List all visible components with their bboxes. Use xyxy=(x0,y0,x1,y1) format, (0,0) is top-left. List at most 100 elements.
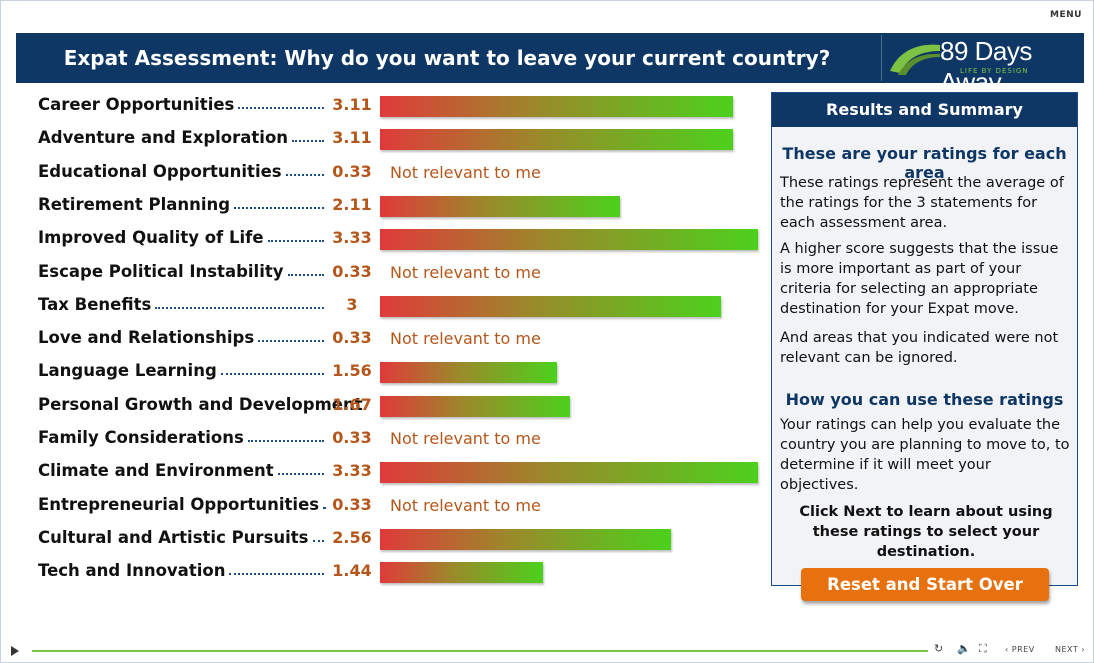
dotted-leader xyxy=(286,173,324,176)
rating-row: Adventure and Exploration 3.11 xyxy=(0,123,770,156)
logo-tagline: LIFE BY DESIGN xyxy=(960,67,1029,75)
area-score: 1.67 xyxy=(332,394,372,414)
not-relevant-text: Not relevant to me xyxy=(390,262,541,282)
score-bar xyxy=(380,96,733,117)
area-score: 0.33 xyxy=(332,328,372,348)
reset-button[interactable]: Reset and Start Over xyxy=(801,568,1049,601)
dotted-leader xyxy=(323,506,324,509)
score-bar xyxy=(380,129,733,151)
rating-row: Personal Growth and Development 1.67 xyxy=(0,390,770,423)
area-label: Entrepreneurial Opportunities xyxy=(38,494,320,514)
score-bar xyxy=(380,462,758,484)
rating-row: Educational Opportunities 0.33 Not relevan… xyxy=(0,157,770,190)
area-label: Tax Benefits xyxy=(38,294,152,314)
dotted-leader xyxy=(292,140,324,143)
panel-paragraph-2: A higher score suggests that the issue i… xyxy=(780,241,1059,317)
rating-row: Tech and Innovation 1.44 xyxy=(0,556,770,589)
fullscreen-icon[interactable]: ⛶ xyxy=(979,642,987,655)
not-relevant-text: Not relevant to me xyxy=(390,329,541,349)
score-bar xyxy=(380,229,758,251)
area-score: 3.33 xyxy=(332,461,372,481)
not-relevant-text: Not relevant to me xyxy=(390,429,541,448)
dotted-leader xyxy=(278,473,324,476)
area-score: 1.56 xyxy=(332,361,372,381)
area-label: Tech and Innovation xyxy=(38,561,226,581)
area-label: Career Opportunities xyxy=(38,95,235,114)
score-bar xyxy=(380,195,620,217)
not-relevant-text: Not relevant to me xyxy=(390,495,541,515)
next-label: NEXT xyxy=(1055,645,1079,654)
area-score: 3.11 xyxy=(332,128,372,148)
area-label: Retirement Planning xyxy=(38,194,231,214)
area-label: Love and Relationships xyxy=(38,328,255,348)
player-bar: ↻ 🔈 ⛶ ‹ PREV NEXT › xyxy=(0,638,1094,663)
next-instruction: Click Next to learn about using these ra… xyxy=(799,504,1053,560)
score-bar xyxy=(380,295,721,317)
dotted-leader xyxy=(229,573,324,576)
rating-row: Career Opportunities 3.11 xyxy=(0,90,770,123)
area-label: Language Learning xyxy=(38,361,217,381)
rating-row: Language Learning 1.56 xyxy=(0,356,770,389)
rating-row: Cultural and Artistic Pursuits 2.56 xyxy=(0,523,770,556)
rating-row: Climate and Environment 3.33 xyxy=(0,456,770,489)
rating-row: Retirement Planning 2.11 xyxy=(0,190,770,223)
logo: 89 Days Away LIFE BY DESIGN xyxy=(881,35,1082,97)
score-bar xyxy=(380,395,570,417)
area-score: 0.33 xyxy=(332,161,372,181)
rating-row: Family Considerations 0.33 Not relevant to… xyxy=(0,423,770,456)
score-bar xyxy=(380,362,557,384)
score-bar xyxy=(380,562,543,584)
results-summary-panel: Results and Summary These are your ratin… xyxy=(771,92,1078,586)
area-label: Family Considerations xyxy=(38,428,244,447)
volume-icon[interactable]: 🔈 xyxy=(957,642,971,655)
ratings-heading: These are your ratings for each area xyxy=(782,144,1067,182)
area-label: Improved Quality of Life xyxy=(38,228,264,248)
rating-row: Tax Benefits 3 xyxy=(0,290,770,323)
panel-paragraph-4: Your ratings can help you evaluate the c… xyxy=(780,417,1070,493)
rating-row: Improved Quality of Life 3.33 xyxy=(0,223,770,256)
page-title: Expat Assessment: Why do you want to lea… xyxy=(63,46,831,70)
dotted-leader xyxy=(155,306,324,309)
panel-header: Results and Summary xyxy=(772,93,1077,127)
dotted-leader xyxy=(234,206,324,209)
dotted-leader xyxy=(313,539,324,542)
play-icon[interactable] xyxy=(11,646,19,656)
area-score: 0.33 xyxy=(332,428,372,447)
progress-bar[interactable] xyxy=(32,650,928,652)
area-score: 2.56 xyxy=(332,527,372,547)
chevron-left-icon: ‹ xyxy=(1005,645,1009,654)
next-button[interactable]: NEXT › xyxy=(1055,645,1085,654)
dotted-leader xyxy=(248,440,324,442)
dotted-leader xyxy=(258,340,324,343)
prev-label: PREV xyxy=(1011,645,1035,654)
chevron-right-icon: › xyxy=(1081,645,1086,654)
dotted-leader xyxy=(238,107,324,109)
area-label: Climate and Environment xyxy=(38,461,274,481)
area-label: Personal Growth and Development xyxy=(38,394,363,414)
area-score: 1.44 xyxy=(332,561,372,581)
dotted-leader xyxy=(221,373,324,376)
not-relevant-text: Not relevant to me xyxy=(390,162,541,182)
area-label: Escape Political Instability xyxy=(38,261,284,281)
dotted-leader xyxy=(288,273,324,276)
score-bar xyxy=(380,528,671,550)
area-score: 3.33 xyxy=(332,228,372,248)
menu-button[interactable]: MENU xyxy=(1050,10,1082,20)
area-label: Cultural and Artistic Pursuits xyxy=(38,527,309,547)
prev-button[interactable]: ‹ PREV xyxy=(1005,645,1035,654)
road-swoosh-icon xyxy=(890,44,940,75)
title-banner: Expat Assessment: Why do you want to lea… xyxy=(16,33,1084,97)
rating-row: Escape Political Instability 0.33 Not rele… xyxy=(0,257,770,290)
area-score: 2.11 xyxy=(332,194,372,214)
rating-row: Love and Relationships 0.33 Not relevant t… xyxy=(0,323,770,356)
area-score: 0.33 xyxy=(332,261,372,281)
panel-paragraph-3: And areas that you indicated were not re… xyxy=(780,330,1059,366)
area-score: 3 xyxy=(346,294,358,314)
rating-row: Entrepreneurial Opportunities 0.33 Not rel… xyxy=(0,490,770,523)
area-label: Adventure and Exploration xyxy=(38,128,289,148)
usage-heading: How you can use these ratings xyxy=(785,390,1064,409)
replay-icon[interactable]: ↻ xyxy=(934,642,944,655)
area-label: Educational Opportunities xyxy=(38,161,282,181)
dotted-leader xyxy=(268,240,324,243)
area-score: 0.33 xyxy=(332,494,372,514)
